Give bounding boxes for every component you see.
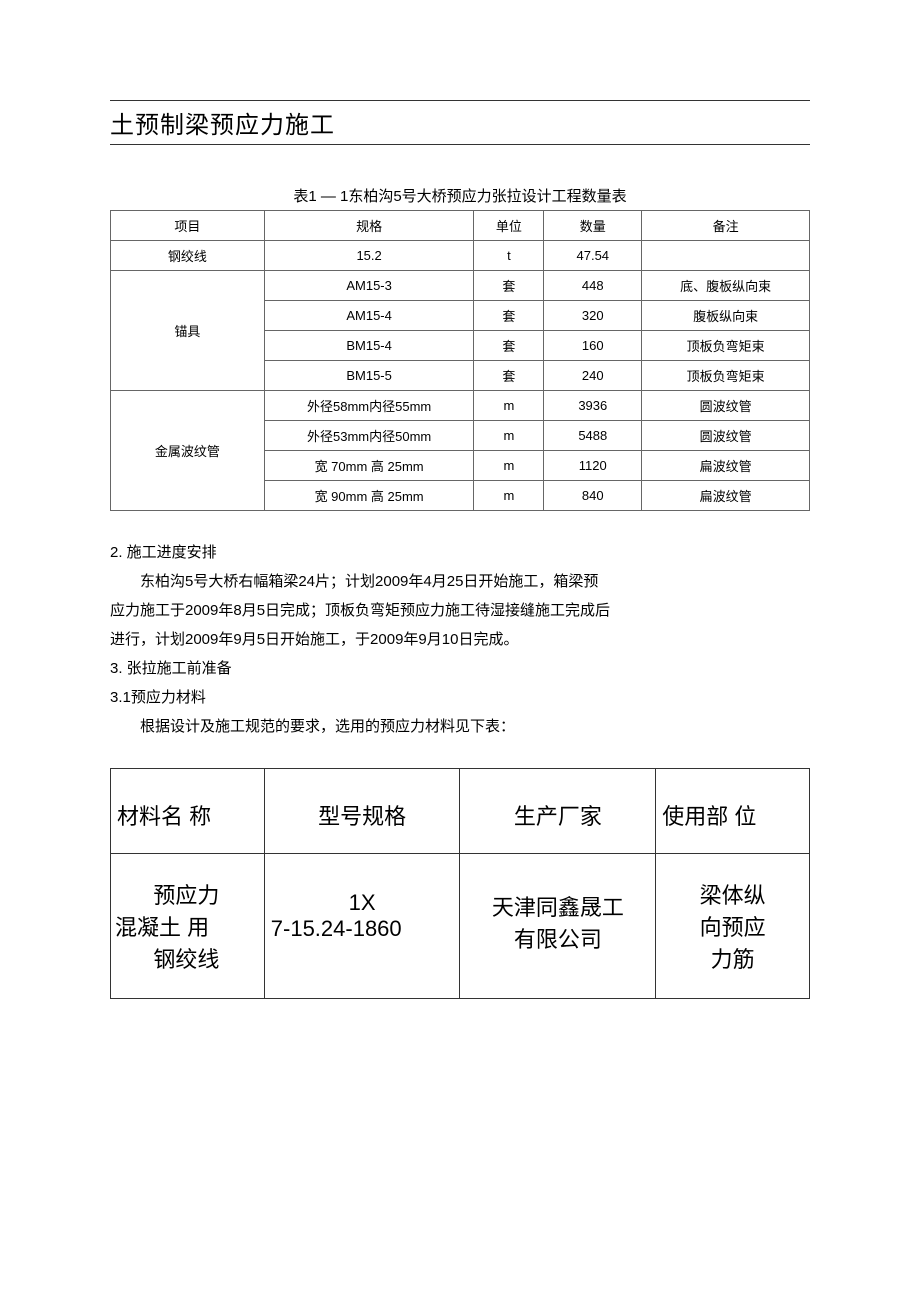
cell-material-use: 梁体纵 向预应 力筋 [656, 854, 810, 999]
cell-pipe-label: 金属波纹管 [111, 391, 265, 511]
cell-spec: 15.2 [264, 241, 474, 271]
line: 混凝土 用 [115, 910, 258, 942]
th-material-use: 使用部 位 [656, 769, 810, 854]
cell-spec: 外径58mm内径55mm [264, 391, 474, 421]
cell-unit: m [474, 481, 544, 511]
cell-unit: t [474, 241, 544, 271]
cell-unit: 套 [474, 331, 544, 361]
th-material-name: 材料名 称 [111, 769, 265, 854]
line: 预应力 [115, 878, 258, 910]
line: 有限公司 [466, 922, 649, 954]
table-row: 金属波纹管 外径58mm内径55mm m 3936 圆波纹管 [111, 391, 810, 421]
cell-qty: 5488 [544, 421, 642, 451]
line: 7-15.24-1860 [271, 916, 454, 942]
cell-note: 圆波纹管 [642, 391, 810, 421]
quantity-table: 项目 规格 单位 数量 备注 钢绞线 15.2 t 47.54 锚具 AM15-… [110, 210, 810, 511]
cell-qty: 1120 [544, 451, 642, 481]
table-row: 钢绞线 15.2 t 47.54 [111, 241, 810, 271]
line: 力筋 [662, 942, 803, 974]
table1-header-row: 项目 规格 单位 数量 备注 [111, 211, 810, 241]
cell-material-maker: 天津同鑫晟工 有限公司 [460, 854, 656, 999]
cell-qty: 448 [544, 271, 642, 301]
cell-spec: 宽 90mm 高 25mm [264, 481, 474, 511]
material-table: 材料名 称 型号规格 生产厂家 使用部 位 预应力 混凝土 用 钢绞线 1X 7… [110, 768, 810, 999]
cell-qty: 160 [544, 331, 642, 361]
paragraph: 3. 张拉施工前准备 [110, 655, 810, 682]
paragraph: 东柏沟5号大桥右幅箱梁24片；计划2009年4月25日开始施工，箱梁预 [110, 568, 810, 595]
th-spec: 规格 [264, 211, 474, 241]
cell-unit: m [474, 391, 544, 421]
cell-qty: 47.54 [544, 241, 642, 271]
th-unit: 单位 [474, 211, 544, 241]
cell-note: 圆波纹管 [642, 421, 810, 451]
cell-note [642, 241, 810, 271]
table2-header-row: 材料名 称 型号规格 生产厂家 使用部 位 [111, 769, 810, 854]
th-project: 项目 [111, 211, 265, 241]
th-material-spec: 型号规格 [264, 769, 460, 854]
cell-unit: 套 [474, 301, 544, 331]
cell-anchor-label: 锚具 [111, 271, 265, 391]
cell-note: 扁波纹管 [642, 451, 810, 481]
cell-note: 扁波纹管 [642, 481, 810, 511]
cell-spec: BM15-4 [264, 331, 474, 361]
table-row: 锚具 AM15-3 套 448 底、腹板纵向束 [111, 271, 810, 301]
cell-spec: 外径53mm内径50mm [264, 421, 474, 451]
cell-unit: m [474, 421, 544, 451]
cell-spec: AM15-3 [264, 271, 474, 301]
paragraph: 3.1预应力材料 [110, 684, 810, 711]
line: 梁体纵 [662, 878, 803, 910]
cell-note: 底、腹板纵向束 [642, 271, 810, 301]
cell-note: 顶板负弯矩束 [642, 361, 810, 391]
cell-unit: 套 [474, 361, 544, 391]
table1-caption: 表1 — 1东柏沟5号大桥预应力张拉设计工程数量表 [110, 185, 810, 206]
cell-project: 钢绞线 [111, 241, 265, 271]
cell-note: 顶板负弯矩束 [642, 331, 810, 361]
th-qty: 数量 [544, 211, 642, 241]
cell-spec: AM15-4 [264, 301, 474, 331]
paragraph: 应力施工于2009年8月5日完成；顶板负弯矩预应力施工待湿接缝施工完成后 [110, 597, 810, 624]
paragraph: 2. 施工进度安排 [110, 539, 810, 566]
cell-qty: 320 [544, 301, 642, 331]
cell-material-name: 预应力 混凝土 用 钢绞线 [111, 854, 265, 999]
line: 钢绞线 [115, 942, 258, 974]
paragraph: 根据设计及施工规范的要求，选用的预应力材料见下表： [110, 713, 810, 740]
cell-spec: 宽 70mm 高 25mm [264, 451, 474, 481]
th-note: 备注 [642, 211, 810, 241]
page-title: 土预制梁预应力施工 [110, 105, 810, 140]
cell-unit: 套 [474, 271, 544, 301]
cell-note: 腹板纵向束 [642, 301, 810, 331]
cell-unit: m [474, 451, 544, 481]
line: 向预应 [662, 910, 803, 942]
line: 天津同鑫晟工 [466, 890, 649, 922]
table-row: 预应力 混凝土 用 钢绞线 1X 7-15.24-1860 天津同鑫晟工 有限公… [111, 854, 810, 999]
cell-qty: 240 [544, 361, 642, 391]
cell-qty: 840 [544, 481, 642, 511]
paragraph: 进行，计划2009年9月5日开始施工，于2009年9月10日完成。 [110, 626, 810, 653]
cell-material-spec: 1X 7-15.24-1860 [264, 854, 460, 999]
cell-spec: BM15-5 [264, 361, 474, 391]
line: 1X [271, 890, 454, 916]
cell-qty: 3936 [544, 391, 642, 421]
title-section: 土预制梁预应力施工 [110, 100, 810, 145]
th-material-maker: 生产厂家 [460, 769, 656, 854]
